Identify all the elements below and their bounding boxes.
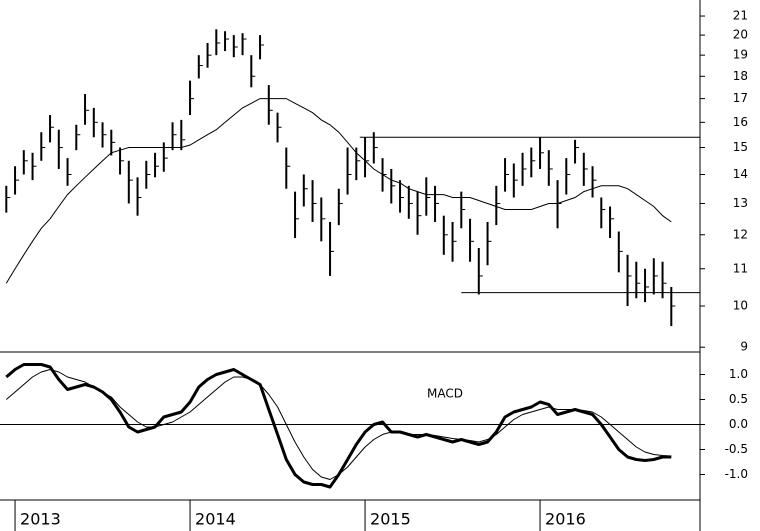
panel-label: MACD xyxy=(427,387,463,401)
y-tick-label: 0.5 xyxy=(729,392,748,406)
y-tick-label: 14 xyxy=(733,167,748,181)
y-tick-label: 13 xyxy=(733,196,748,210)
y-tick-label: 21 xyxy=(733,9,748,23)
x-tick-label: 2016 xyxy=(545,510,586,529)
y-tick-label: 18 xyxy=(733,69,748,83)
y-tick-label: 0.0 xyxy=(729,417,748,431)
y-tick-label: 10 xyxy=(733,299,748,313)
y-tick-label: 20 xyxy=(733,28,748,42)
y-tick-label: 19 xyxy=(733,48,748,62)
x-tick-label: 2013 xyxy=(20,510,61,529)
y-tick-label: 17 xyxy=(733,91,748,105)
macd-line xyxy=(5,369,672,480)
x-tick-label: 2014 xyxy=(195,510,236,529)
y-tick-label: 12 xyxy=(733,227,748,241)
moving-average xyxy=(5,98,672,284)
y-tick-label: 15 xyxy=(733,140,748,154)
y-tick-label: -0.5 xyxy=(725,442,748,456)
x-tick-label: 2015 xyxy=(370,510,411,529)
y-tick-label: -1.0 xyxy=(725,467,748,481)
y-tick-label: 11 xyxy=(733,261,748,275)
y-tick-label: 9 xyxy=(740,340,748,354)
y-tick-label: 16 xyxy=(733,115,748,129)
y-tick-label: 1.0 xyxy=(729,367,748,381)
